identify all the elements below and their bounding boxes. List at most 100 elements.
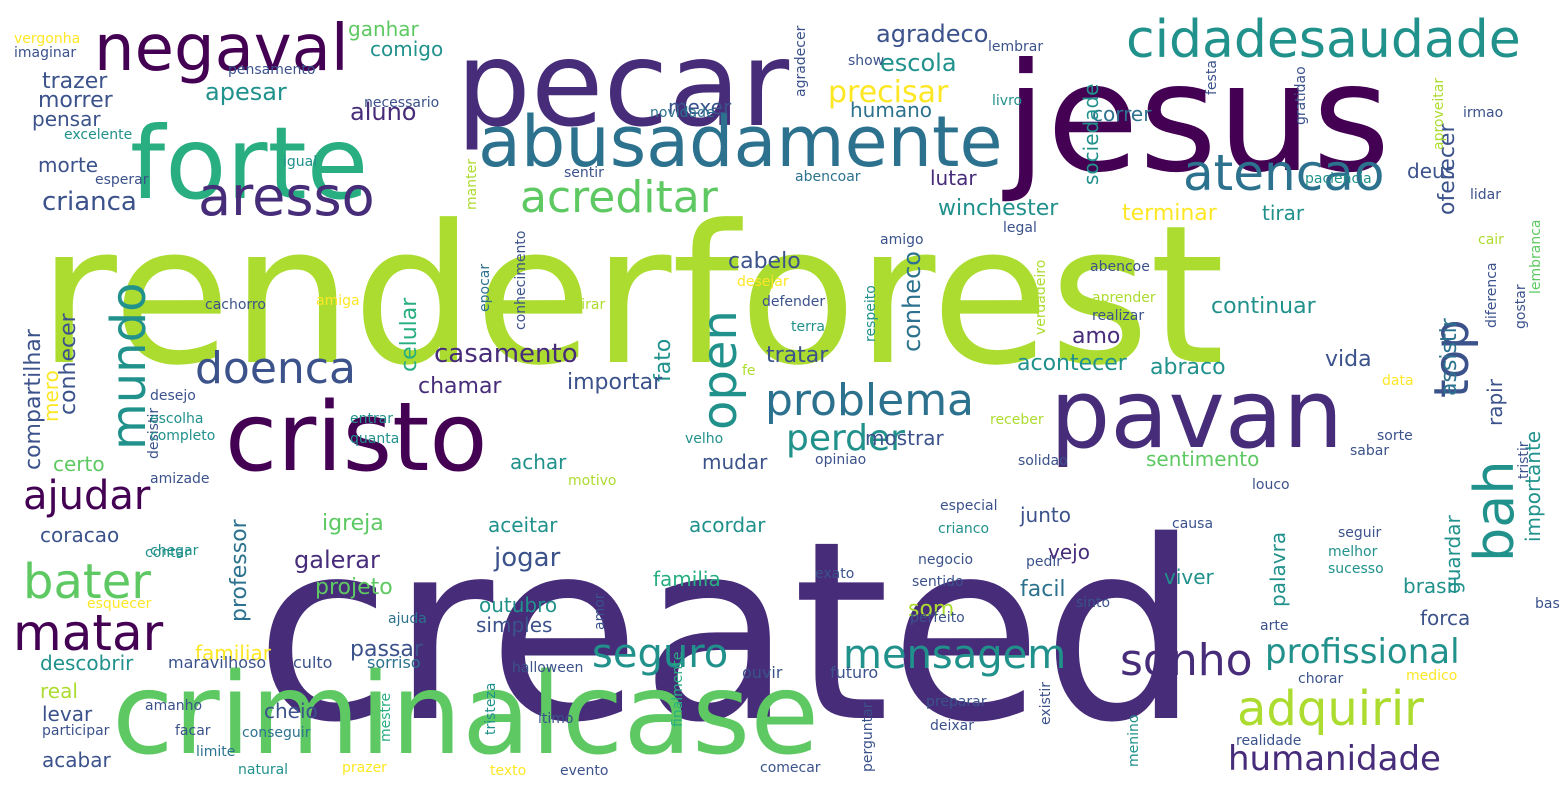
cloud-word: festa xyxy=(1204,60,1220,95)
cloud-word: perfeito xyxy=(910,610,965,626)
cloud-word: perguntar xyxy=(860,702,876,772)
cloud-word: ltimo xyxy=(538,711,573,727)
cloud-word: comigo xyxy=(370,37,443,61)
cloud-word: futuro xyxy=(830,663,878,682)
cloud-word: morte xyxy=(38,153,98,177)
cloud-word: quanta xyxy=(350,431,399,447)
cloud-word: deixar xyxy=(930,718,974,734)
cloud-word: celular xyxy=(397,297,422,372)
cloud-word: junto xyxy=(1019,503,1071,527)
cloud-word: abencoar xyxy=(795,169,861,185)
cloud-word: ouvir xyxy=(742,663,783,682)
cloud-word: cachorro xyxy=(205,297,266,313)
cloud-word: data xyxy=(1382,373,1414,389)
cloud-word: trazer xyxy=(42,69,108,94)
cloud-word: mundo xyxy=(101,283,157,450)
cloud-word: necessario xyxy=(364,95,439,111)
cloud-word: culto xyxy=(293,653,332,672)
cloud-word: viver xyxy=(1164,565,1215,589)
cloud-word: morrer xyxy=(38,88,114,113)
cloud-word: open xyxy=(692,310,748,430)
cloud-word: texto xyxy=(490,763,526,779)
cloud-word: mostrar xyxy=(865,426,944,450)
cloud-word: criminalcase xyxy=(112,650,819,780)
cloud-word: menino xyxy=(1126,715,1142,767)
cloud-word: abusadamente xyxy=(478,101,1003,183)
cloud-word: solidao xyxy=(1018,453,1068,469)
cloud-word: levar xyxy=(42,702,93,726)
cloud-word: professor xyxy=(227,518,252,622)
cloud-word: sociedade xyxy=(1079,84,1103,185)
cloud-word: chorar xyxy=(1298,671,1343,687)
cloud-word: facil xyxy=(1020,577,1066,602)
cloud-word: vejo xyxy=(1048,540,1090,564)
cloud-word: certo xyxy=(53,452,105,476)
cloud-word: ajudar xyxy=(23,473,151,519)
cloud-word: facar xyxy=(175,723,211,739)
cloud-word: acontecer xyxy=(1017,351,1128,376)
cloud-word: problema xyxy=(765,375,974,426)
cloud-word: sabar xyxy=(1350,443,1389,459)
cloud-word: existir xyxy=(1038,682,1054,725)
cloud-word: amizade xyxy=(150,471,210,487)
cloud-word: guardar xyxy=(1441,515,1465,594)
cloud-word: aceitar xyxy=(488,513,558,537)
cloud-word: comecar xyxy=(760,760,821,776)
cloud-word: halloween xyxy=(512,660,583,676)
cloud-word: escola xyxy=(880,49,957,77)
cloud-word: sentimento xyxy=(1146,447,1259,471)
cloud-word: forte xyxy=(130,105,368,222)
cloud-word: amo xyxy=(1072,324,1120,349)
cloud-word: rapir xyxy=(1483,378,1507,426)
cloud-word: created xyxy=(255,489,1200,777)
cloud-word: importante xyxy=(1521,431,1545,542)
cloud-word: fe xyxy=(742,363,756,379)
cloud-word: renderforest xyxy=(38,185,1225,408)
cloud-word: familiar xyxy=(195,641,272,665)
cloud-word: agradeco xyxy=(876,20,988,48)
cloud-word: winchester xyxy=(938,196,1059,221)
cloud-word: sentido xyxy=(912,574,964,590)
cloud-word: sucesso xyxy=(1328,561,1384,577)
cloud-word: pecar xyxy=(456,15,790,153)
cloud-word: deus xyxy=(1407,159,1455,183)
cloud-word: amor xyxy=(592,593,608,630)
cloud-word: pedir xyxy=(1026,554,1062,570)
cloud-word: amiga xyxy=(316,293,360,309)
cloud-word: adquirir xyxy=(1237,681,1424,737)
cloud-word: maravilhoso xyxy=(168,653,266,672)
cloud-word: profissional xyxy=(1265,632,1460,672)
cloud-word: arte xyxy=(1260,618,1288,634)
cloud-word: familia xyxy=(653,567,721,591)
cloud-word: terminar xyxy=(1122,201,1218,226)
cloud-word: sinto xyxy=(1076,595,1110,611)
cloud-word: esquecer xyxy=(87,596,152,612)
cloud-word: real xyxy=(40,679,78,703)
cloud-word: humanidade xyxy=(1228,739,1441,779)
cloud-word: opiniao xyxy=(815,452,866,468)
cloud-word: aluno xyxy=(350,98,416,126)
cloud-word: participar xyxy=(42,723,110,739)
cloud-word: velho xyxy=(685,431,723,447)
cloud-word: conseguir xyxy=(242,725,311,741)
cloud-word: crianca xyxy=(42,187,137,217)
cloud-word: paciencia xyxy=(1305,171,1372,187)
cloud-word: vergonha xyxy=(14,31,80,47)
cloud-word: chamar xyxy=(418,374,502,399)
cloud-word: sonho xyxy=(1120,635,1253,686)
cloud-word: seguro xyxy=(592,631,728,677)
cloud-word: irmao xyxy=(1463,105,1503,121)
cloud-word: evento xyxy=(560,763,608,779)
cloud-word: continuar xyxy=(1211,294,1317,319)
cloud-word: respeito xyxy=(863,285,879,342)
cloud-word: acabar xyxy=(42,748,111,772)
cloud-word: perder xyxy=(786,418,905,459)
cloud-word: especial xyxy=(940,498,997,514)
cloud-word: conhecer xyxy=(56,312,81,415)
cloud-word: cair xyxy=(1478,232,1504,248)
cloud-word: sorriso xyxy=(367,653,421,672)
cloud-word: tristir xyxy=(1516,441,1532,479)
cloud-word: jesus xyxy=(1002,32,1390,206)
